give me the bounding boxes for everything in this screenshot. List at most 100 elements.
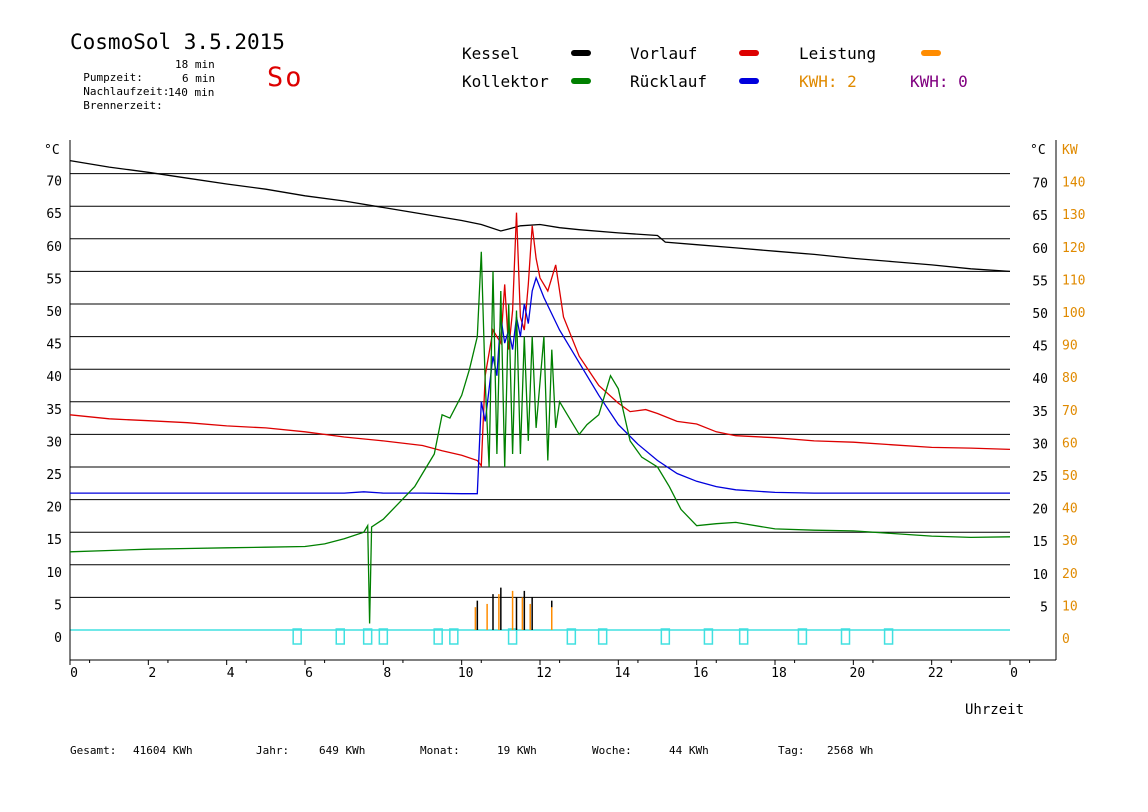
y-tick-label-left: 30 — [46, 435, 62, 450]
status-marker — [703, 628, 714, 645]
info-nachlaufzeit-value: 6 min — [182, 72, 216, 85]
legend-leistung-swatch — [921, 50, 941, 56]
y-tick-label-left: 20 — [46, 501, 62, 516]
legend-vorlauf-label: Vorlauf — [630, 44, 698, 63]
info-pumpzeit-value: 18 min — [175, 58, 215, 71]
y-tick-label-power: 20 — [1062, 567, 1078, 582]
footer-tag-value: 2568 Wh — [827, 744, 874, 757]
x-tick-label: 20 — [850, 666, 866, 681]
y-tick-label-power: 0 — [1062, 632, 1070, 647]
chart-lines — [69, 159, 1011, 624]
status-marker — [597, 628, 608, 645]
x-tick-label: 22 — [928, 666, 944, 681]
y-tick-label-left: 5 — [54, 598, 62, 613]
y-tick-label-right: 20 — [1032, 503, 1048, 518]
y-tick-label-left: 65 — [46, 207, 62, 222]
y-tick-label-power: 70 — [1062, 404, 1078, 419]
legend-kessel-label: Kessel — [462, 44, 520, 63]
info-nachlaufzeit: Nachlaufzeit: — [70, 72, 169, 98]
y-tick-label-power: 50 — [1062, 469, 1078, 484]
y-tick-label-right: 40 — [1032, 372, 1048, 387]
legend-vorlauf-swatch — [739, 50, 759, 56]
page-title: CosmoSol 3.5.2015 — [70, 30, 285, 54]
y-tick-label-power: 140 — [1062, 176, 1085, 191]
left-axis-unit: °C — [44, 143, 60, 158]
status-marker — [433, 628, 443, 645]
x-tick-label: 0 — [70, 666, 78, 681]
x-tick-label: 10 — [458, 666, 474, 681]
x-tick-label: 14 — [615, 666, 631, 681]
y-tick-label-right: 25 — [1032, 470, 1048, 485]
y-tick-label-right: 60 — [1032, 242, 1048, 257]
status-marker — [335, 628, 345, 645]
status-marker — [660, 628, 671, 645]
y-tick-label-power: 40 — [1062, 502, 1078, 517]
status-marker — [883, 628, 894, 645]
series-line-rücklauf — [70, 275, 1010, 495]
y-tick-label-right: 35 — [1032, 405, 1048, 420]
y-tick-label-left: 10 — [46, 566, 62, 581]
y-tick-label-left: 55 — [46, 272, 62, 287]
legend-ruecklauf-swatch — [739, 78, 759, 84]
y-tick-label-power: 120 — [1062, 241, 1085, 256]
status-marker — [566, 628, 577, 645]
y-tick-label-left: 25 — [46, 468, 62, 483]
status-marker — [378, 628, 389, 645]
legend-kollektor-label: Kollektor — [462, 72, 549, 91]
x-tick-label: 6 — [305, 666, 313, 681]
status-marker — [292, 628, 302, 645]
y-tick-label-right: 55 — [1032, 274, 1048, 289]
chart-grid — [70, 173, 1010, 631]
x-tick-label: 4 — [227, 666, 235, 681]
footer-monat-label: Monat: — [420, 744, 460, 757]
series-line-kollektor — [69, 251, 1011, 624]
y-tick-label-left: 60 — [46, 240, 62, 255]
footer-tag-label: Tag: — [778, 744, 805, 757]
status-marker — [797, 628, 808, 645]
x-tick-label: 2 — [148, 666, 156, 681]
series-line-kessel — [69, 159, 1011, 273]
y-tick-label-right: 15 — [1032, 535, 1048, 550]
footer-jahr-value: 649 KWh — [319, 744, 366, 757]
status-marker — [449, 628, 459, 645]
y-tick-label-left: 70 — [46, 175, 62, 190]
footer-gesamt-value: 41604 KWh — [133, 744, 193, 757]
chart-axes — [69, 140, 1057, 661]
y-tick-label-power: 100 — [1062, 306, 1085, 321]
legend-kwh1-label: KWH: 2 — [799, 72, 857, 91]
info-brennerzeit-value: 140 min — [168, 86, 215, 99]
status-marker — [362, 628, 373, 645]
x-tick-label: 18 — [771, 666, 787, 681]
y-tick-label-power: 60 — [1062, 436, 1078, 451]
info-label: Nachlaufzeit: — [83, 85, 170, 98]
x-tick-label: 0 — [1010, 666, 1018, 681]
legend-leistung-label: Leistung — [799, 44, 877, 63]
weekday-label: So — [267, 62, 304, 93]
footer-woche-label: Woche: — [592, 744, 632, 757]
legend-kollektor-swatch — [571, 78, 591, 84]
y-tick-label-left: 15 — [46, 533, 62, 548]
status-marker — [840, 628, 851, 645]
y-tick-label-right: 70 — [1032, 177, 1048, 192]
y-tick-label-right: 10 — [1032, 568, 1048, 583]
x-tick-label: 8 — [383, 666, 391, 681]
right-axis-power-unit: KW — [1062, 143, 1078, 158]
info-pumpzeit: Pumpzeit: — [70, 58, 143, 84]
footer-monat-value: 19 KWh — [497, 744, 537, 757]
y-tick-label-left: 40 — [46, 370, 62, 385]
x-axis-label: Uhrzeit — [965, 702, 1024, 718]
info-label: Pumpzeit: — [83, 71, 143, 84]
series-line-vorlauf — [69, 212, 1011, 468]
legend-ruecklauf-label: Rücklauf — [630, 72, 708, 91]
info-label: Brennerzeit: — [83, 99, 163, 112]
y-tick-label-left: 0 — [54, 631, 62, 646]
x-tick-label: 12 — [536, 666, 552, 681]
y-tick-label-power: 80 — [1062, 371, 1078, 386]
y-tick-label-power: 90 — [1062, 339, 1078, 354]
y-tick-label-right: 5 — [1040, 600, 1048, 615]
chart-spikes — [474, 587, 553, 630]
status-marker — [738, 628, 749, 645]
footer-woche-value: 44 KWh — [669, 744, 709, 757]
legend-kwh2-label: KWH: 0 — [910, 72, 968, 91]
